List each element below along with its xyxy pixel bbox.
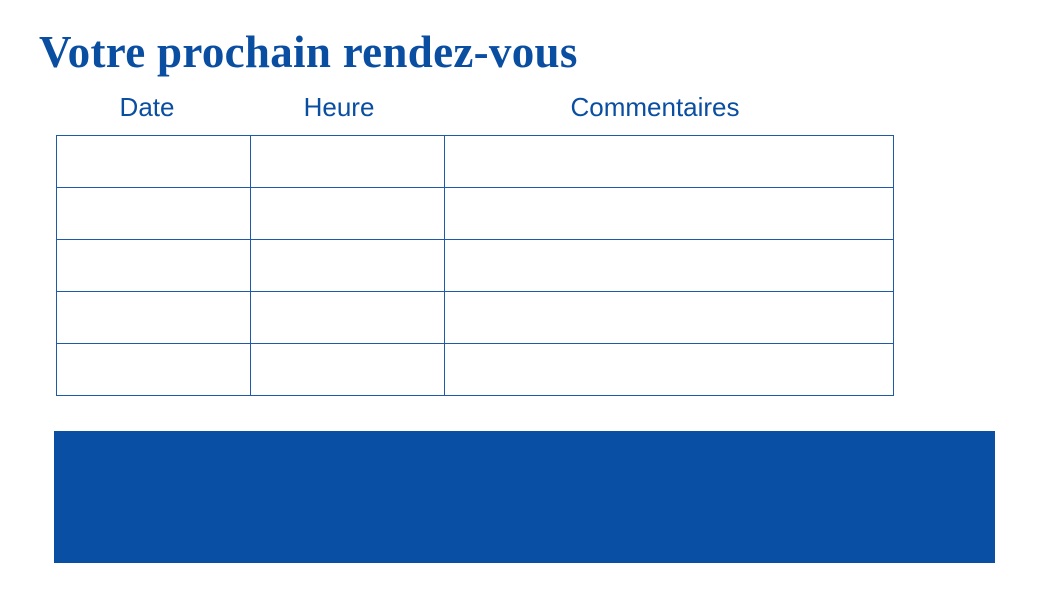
cell-commentaires[interactable]: [444, 135, 894, 188]
cell-commentaires[interactable]: [444, 239, 894, 292]
column-header-heure: Heure: [303, 92, 375, 122]
table-row: [56, 291, 894, 344]
cell-date[interactable]: [56, 187, 251, 240]
appointment-table: [56, 135, 894, 396]
cell-date[interactable]: [56, 239, 251, 292]
column-header-date: Date: [119, 92, 175, 122]
cell-date[interactable]: [56, 343, 251, 396]
table-row: [56, 239, 894, 292]
cell-heure[interactable]: [250, 135, 445, 188]
cell-heure[interactable]: [250, 291, 445, 344]
cell-heure[interactable]: [250, 343, 445, 396]
cell-commentaires[interactable]: [444, 187, 894, 240]
blue-banner: [54, 431, 995, 563]
table-row: [56, 187, 894, 240]
cell-commentaires[interactable]: [444, 291, 894, 344]
cell-date[interactable]: [56, 135, 251, 188]
cell-commentaires[interactable]: [444, 343, 894, 396]
page-title: Votre prochain rendez-vous: [39, 27, 578, 77]
table-row: [56, 343, 894, 396]
cell-date[interactable]: [56, 291, 251, 344]
cell-heure[interactable]: [250, 239, 445, 292]
cell-heure[interactable]: [250, 187, 445, 240]
column-header-commentaires: Commentaires: [570, 92, 740, 122]
table-row: [56, 135, 894, 188]
